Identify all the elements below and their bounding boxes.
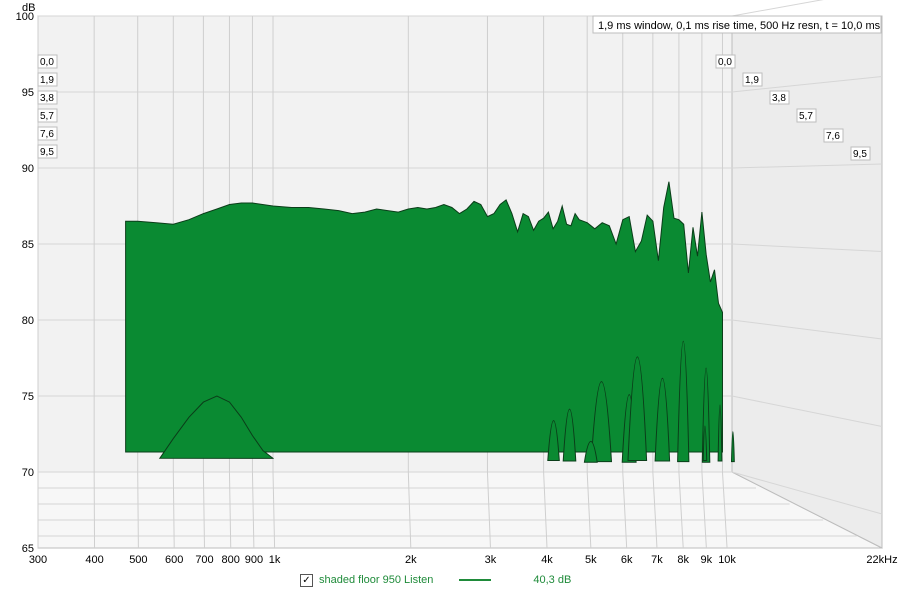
x-tick-label: 300 bbox=[29, 554, 47, 566]
slice-label-right: 1,9 bbox=[745, 75, 759, 86]
x-tick-label: 600 bbox=[165, 554, 183, 566]
x-tick-label: 7k bbox=[651, 554, 663, 566]
side-plane bbox=[731, 15, 883, 549]
floor-perspective-line bbox=[721, 471, 728, 549]
slice-label-box bbox=[37, 72, 58, 87]
series-area-late-slice-peak bbox=[583, 440, 598, 463]
x-tick-label: 8k bbox=[677, 554, 689, 566]
slice-label-right: 0,0 bbox=[718, 57, 732, 68]
y-axis-label: dB bbox=[22, 2, 35, 14]
floor-perspective-line bbox=[586, 471, 592, 549]
x-tick-label: 2k bbox=[405, 554, 417, 566]
slice-label-left: 0,0 bbox=[40, 57, 54, 68]
slice-label-left: 3,8 bbox=[40, 93, 54, 104]
series-area-late-slice-peak bbox=[730, 431, 735, 463]
legend-line-swatch bbox=[459, 579, 492, 581]
slice-label-left: 9,5 bbox=[40, 147, 54, 158]
floor-perspective-line bbox=[172, 471, 175, 549]
x-tick-label: 4k bbox=[541, 554, 553, 566]
chart-title: 1,9 ms window, 0,1 ms rise time, 500 Hz … bbox=[598, 20, 881, 32]
slice-label-left: 5,7 bbox=[40, 111, 54, 122]
x-tick-label: 700 bbox=[195, 554, 213, 566]
x-tick-label: 10k bbox=[718, 554, 736, 566]
x-tick-label: 3k bbox=[485, 554, 497, 566]
slice-label-box bbox=[796, 108, 817, 123]
legend: ✓ shaded floor 950 Listen 40,3 dB bbox=[300, 570, 571, 590]
slice-label-box bbox=[37, 144, 58, 159]
chart-title-box: 1,9 ms window, 0,1 ms rise time, 500 Hz … bbox=[592, 15, 882, 34]
x-axis-ticks: 300 400 500 600 700 800 900 1k 2k 3k 4k 5k 6k 7k 8k 9k 1… bbox=[29, 554, 898, 566]
slice-label-box bbox=[37, 126, 58, 141]
y-tick-label: 65 bbox=[22, 543, 34, 555]
floor-perspective-line bbox=[622, 471, 628, 549]
floor-perspective-line bbox=[701, 471, 707, 549]
floor-perspective-line bbox=[543, 471, 548, 549]
x-tick-label: 5k bbox=[585, 554, 597, 566]
h-gridline-perspective bbox=[731, 243, 883, 252]
slice-label-right: 5,7 bbox=[799, 111, 813, 122]
series-area-late-slice-peak bbox=[627, 356, 648, 461]
series-area-late-slice-peak bbox=[717, 404, 723, 462]
floor-perspective-line bbox=[652, 471, 658, 549]
y-tick-label: 95 bbox=[22, 87, 34, 99]
slice-label-right: 9,5 bbox=[853, 149, 867, 160]
legend-series-label: shaded floor 950 Listen bbox=[319, 574, 434, 586]
floor-perspective-line bbox=[272, 471, 276, 549]
x-tick-label: 22kHz bbox=[866, 554, 897, 566]
slice-label-box bbox=[769, 90, 790, 105]
time-slice-labels: 0,0 0,0 1,9 1,9 3,8 3,8 5,7 5,7 7,6 7,6 9,5 9,5 bbox=[37, 54, 871, 161]
chart-series bbox=[125, 181, 735, 463]
h-gridline-perspective bbox=[731, 76, 883, 93]
series-area-late-slice-peak bbox=[547, 420, 560, 461]
title-box-bg bbox=[592, 15, 882, 34]
y-tick-label: 85 bbox=[22, 239, 34, 251]
h-gridline-perspective bbox=[731, 163, 883, 169]
series-area-late-slice-peak bbox=[562, 408, 577, 462]
floor-perspective-line bbox=[678, 471, 684, 549]
slice-label-box bbox=[37, 54, 58, 69]
slice-label-box bbox=[850, 146, 871, 161]
slice-label-left: 7,6 bbox=[40, 129, 54, 140]
floor-perspective-line bbox=[486, 471, 491, 549]
x-tick-label: 6k bbox=[621, 554, 633, 566]
series-area-late-slice-peak bbox=[654, 377, 671, 462]
h-gridline-perspective bbox=[731, 0, 824, 17]
legend-checkbox[interactable]: ✓ bbox=[300, 573, 313, 587]
series-floor-bump bbox=[158, 395, 274, 459]
series-area-late-slice-peak bbox=[590, 381, 613, 463]
series-area-slice-0 bbox=[125, 181, 724, 453]
slice-label-box bbox=[715, 54, 736, 69]
floor-perspective-line bbox=[251, 471, 255, 549]
y-tick-label: 80 bbox=[22, 315, 34, 327]
x-tick-label: 9k bbox=[701, 554, 713, 566]
y-tick-label: 75 bbox=[22, 391, 34, 403]
slice-label-box bbox=[823, 128, 844, 143]
series-area-late-slice-peak bbox=[677, 341, 690, 463]
slice-label-box bbox=[742, 72, 763, 87]
y-tick-label: 90 bbox=[22, 163, 34, 175]
x-tick-label: 500 bbox=[129, 554, 147, 566]
y-axis-ticks: 100 95 90 85 80 75 70 65 bbox=[16, 11, 34, 555]
x-tick-label: 800 bbox=[222, 554, 240, 566]
legend-value: 40,3 dB bbox=[533, 574, 572, 586]
floor-perspective-line bbox=[228, 471, 232, 549]
slice-label-box bbox=[37, 90, 58, 105]
y-tick-label: 100 bbox=[16, 11, 34, 23]
floor-perspective-line bbox=[407, 471, 412, 549]
slice-label-box bbox=[37, 108, 58, 123]
y-tick-label: 70 bbox=[22, 467, 34, 479]
h-gridline-perspective bbox=[731, 395, 883, 427]
x-tick-label: 900 bbox=[245, 554, 263, 566]
x-tick-label: 1k bbox=[269, 554, 281, 566]
x-tick-label: 400 bbox=[85, 554, 103, 566]
floor-perspective-line bbox=[202, 471, 205, 549]
slice-label-right: 7,6 bbox=[826, 131, 840, 142]
h-gridline-perspective bbox=[731, 319, 883, 340]
h-gridline-perspective bbox=[731, 471, 883, 515]
slice-label-right: 3,8 bbox=[772, 93, 786, 104]
slice-label-left: 1,9 bbox=[40, 75, 54, 86]
floor-perspective-line bbox=[137, 471, 139, 549]
series-area-late-slice-peak bbox=[702, 425, 708, 461]
